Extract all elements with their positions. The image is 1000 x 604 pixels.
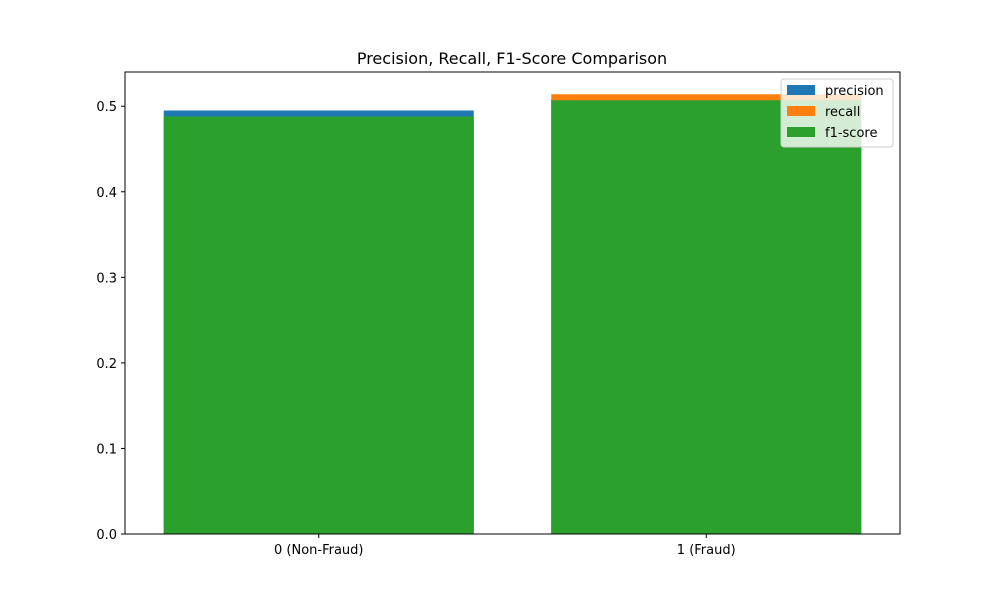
- y-tick-label: 0.4: [96, 186, 117, 201]
- y-tick-label: 0.2: [96, 357, 117, 372]
- y-tick-label: 0.1: [96, 442, 117, 457]
- legend-swatch: [787, 106, 815, 116]
- y-tick-label: 0.3: [96, 271, 117, 286]
- ticks-layer: 0.0 0.1 0.2 0.3 0.4 0.5 0 (Non-Fraud) 1 (Fraud): [96, 100, 735, 558]
- x-tick-label: 0 (Non-Fraud): [274, 543, 364, 558]
- legend-swatch: [787, 127, 815, 137]
- bars-layer: [163, 94, 862, 534]
- bar-f1-score-1: [551, 100, 862, 534]
- legend-swatch: [787, 85, 815, 95]
- legend-label: precision: [825, 84, 884, 99]
- chart-title: Precision, Recall, F1-Score Comparison: [357, 49, 667, 68]
- legend: precision recall f1-score: [780, 78, 894, 148]
- legend-label: f1-score: [825, 126, 877, 141]
- bar-f1-score-0: [163, 116, 474, 534]
- y-tick-label: 0.5: [96, 100, 117, 115]
- y-tick-label: 0.0: [96, 528, 117, 543]
- legend-label: recall: [825, 105, 860, 120]
- x-tick-label: 1 (Fraud): [677, 543, 736, 558]
- axes-layer: [124, 71, 901, 535]
- plot-frame: [124, 71, 901, 535]
